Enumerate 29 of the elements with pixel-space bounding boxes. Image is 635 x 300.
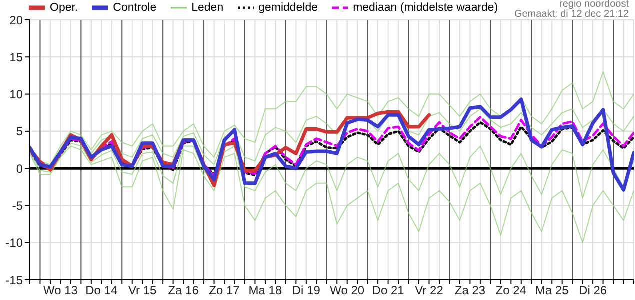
- x-tick-label: Za 16: [168, 284, 200, 298]
- y-tick-label: -15: [6, 273, 24, 288]
- text: Gemaakt: di 12 dec 21:12: [514, 9, 629, 20]
- x-tick-label: Zo 17: [209, 284, 240, 298]
- x-tick-label: Zo 24: [496, 284, 527, 298]
- x-tick-label: Vr 22: [415, 284, 444, 298]
- y-tick-label: 20: [10, 13, 24, 28]
- y-tick-label: 15: [10, 50, 24, 64]
- y-tick-label: 0: [16, 162, 24, 176]
- legend-label: Controle: [113, 2, 157, 14]
- x-tick-label: Wo 20: [330, 284, 365, 298]
- chart-subtitle: regio noordoost: [558, 0, 629, 10]
- legend-label: Oper.: [50, 2, 78, 14]
- y-tick-label: 10: [10, 88, 24, 102]
- x-tick-label: Za 23: [454, 284, 486, 298]
- legend-label: mediaan (middelste waarde): [353, 2, 498, 14]
- x-tick-label: Di 19: [292, 284, 321, 298]
- y-tick-label: 5: [16, 124, 24, 139]
- x-tick-label: Ma 25: [535, 284, 570, 298]
- y-tick-label: -10: [6, 236, 24, 250]
- legend-label: Leden: [192, 2, 224, 14]
- x-tick-label: Wo 13: [43, 284, 78, 298]
- x-tick-label: Do 21: [372, 284, 405, 298]
- x-tick-label: Do 14: [86, 284, 118, 298]
- y-tick-label: -5: [12, 198, 24, 213]
- x-tick-label: Vr 15: [128, 284, 158, 298]
- x-tick-label: Ma 18: [248, 284, 282, 298]
- legend-label: gemiddelde: [258, 2, 318, 14]
- x-tick-label: Di 26: [579, 284, 608, 298]
